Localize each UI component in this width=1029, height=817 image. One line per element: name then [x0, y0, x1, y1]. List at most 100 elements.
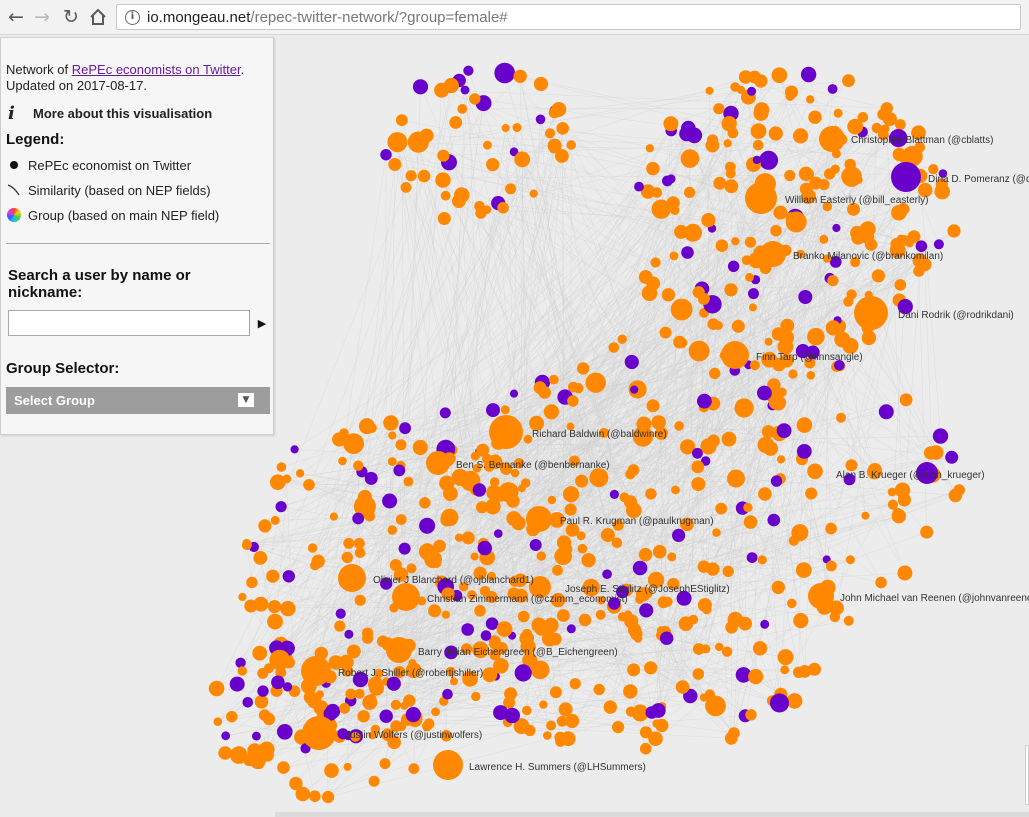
economist-node[interactable]	[935, 178, 948, 191]
economist-hub-node[interactable]	[338, 564, 366, 592]
economist-node[interactable]	[647, 571, 665, 589]
economist-node[interactable]	[254, 694, 269, 709]
economist-node[interactable]	[697, 598, 712, 613]
economist-node[interactable]	[390, 720, 402, 732]
economist-node-female[interactable]	[439, 407, 451, 419]
economist-node[interactable]	[441, 610, 450, 619]
economist-node-female[interactable]	[494, 62, 515, 84]
economist-node[interactable]	[452, 194, 466, 209]
economist-node-female[interactable]	[535, 114, 546, 125]
economist-node[interactable]	[218, 746, 232, 760]
economist-node-female[interactable]	[221, 731, 231, 741]
economist-node[interactable]	[768, 126, 783, 141]
economist-node[interactable]	[891, 509, 906, 524]
search-input[interactable]	[8, 310, 250, 336]
economist-node-female[interactable]	[800, 66, 817, 83]
economist-node[interactable]	[712, 528, 721, 537]
economist-node[interactable]	[343, 537, 355, 549]
economist-node[interactable]	[843, 615, 854, 626]
economist-node[interactable]	[669, 251, 679, 261]
economist-node-female[interactable]	[686, 127, 703, 144]
economist-node[interactable]	[549, 686, 562, 699]
about-link[interactable]: i More about this visualisation	[8, 103, 212, 124]
economist-node-female[interactable]	[645, 706, 659, 719]
economist-node[interactable]	[258, 519, 272, 533]
economist-node[interactable]	[651, 415, 666, 430]
economist-node[interactable]	[485, 500, 497, 512]
economist-node[interactable]	[928, 164, 939, 175]
economist-node[interactable]	[721, 646, 733, 657]
economist-node[interactable]	[713, 103, 725, 115]
economist-node[interactable]	[806, 371, 816, 380]
economist-node[interactable]	[269, 649, 291, 671]
economist-node[interactable]	[641, 587, 653, 599]
economist-node[interactable]	[744, 236, 756, 248]
economist-node[interactable]	[680, 149, 700, 168]
economist-node-female[interactable]	[806, 345, 820, 360]
economist-node-female[interactable]	[344, 629, 354, 639]
economist-node[interactable]	[315, 690, 324, 699]
economist-node[interactable]	[550, 592, 566, 608]
economist-node-female[interactable]	[494, 529, 503, 538]
economist-node[interactable]	[230, 746, 248, 764]
economist-node-female[interactable]	[463, 65, 474, 76]
economist-node[interactable]	[697, 292, 710, 305]
economist-node[interactable]	[655, 718, 669, 733]
economist-node-female[interactable]	[776, 423, 792, 438]
url-text[interactable]: io.mongeau.net/repec-twitter-network/?gr…	[147, 9, 508, 26]
economist-node[interactable]	[511, 515, 526, 531]
economist-node[interactable]	[850, 257, 861, 268]
economist-node[interactable]	[257, 603, 266, 612]
economist-node[interactable]	[311, 554, 325, 568]
economist-node[interactable]	[345, 688, 357, 700]
economist-node[interactable]	[257, 667, 269, 679]
economist-node[interactable]	[625, 706, 637, 717]
economist-node[interactable]	[748, 669, 764, 685]
economist-node[interactable]	[509, 575, 521, 587]
economist-node-female[interactable]	[477, 540, 492, 556]
economist-node[interactable]	[639, 726, 653, 739]
economist-node-female[interactable]	[666, 174, 676, 184]
economist-node[interactable]	[507, 587, 521, 601]
economist-node[interactable]	[897, 203, 910, 216]
economist-node[interactable]	[450, 677, 458, 686]
economist-node-female[interactable]	[529, 539, 542, 551]
economist-node[interactable]	[731, 319, 745, 333]
economist-node[interactable]	[748, 303, 757, 312]
economist-node-female[interactable]	[752, 155, 762, 165]
economist-node[interactable]	[808, 110, 822, 124]
economist-node[interactable]	[887, 487, 897, 497]
economist-hub-node[interactable]	[302, 716, 336, 750]
economist-node[interactable]	[617, 612, 628, 622]
economist-node[interactable]	[246, 576, 258, 589]
economist-hub-node[interactable]	[529, 576, 551, 598]
economist-node[interactable]	[262, 712, 276, 726]
economist-hub-node[interactable]	[891, 162, 921, 192]
economist-node[interactable]	[405, 662, 422, 678]
economist-node-female[interactable]	[290, 445, 299, 454]
economist-node[interactable]	[780, 665, 790, 675]
economist-node-female[interactable]	[364, 471, 378, 485]
economist-node[interactable]	[822, 201, 832, 212]
economist-node-female[interactable]	[757, 385, 772, 401]
economist-node[interactable]	[546, 720, 557, 731]
economist-node[interactable]	[289, 776, 303, 791]
economist-node[interactable]	[449, 116, 463, 129]
economist-node[interactable]	[505, 183, 517, 195]
economist-node[interactable]	[894, 279, 907, 291]
economist-node[interactable]	[518, 612, 528, 621]
economist-node[interactable]	[403, 694, 416, 707]
economist-node[interactable]	[889, 242, 906, 259]
economist-node[interactable]	[674, 421, 684, 431]
economist-node[interactable]	[845, 555, 855, 565]
economist-node-female[interactable]	[915, 240, 928, 252]
economist-node[interactable]	[353, 460, 364, 471]
economist-node[interactable]	[697, 560, 710, 573]
economist-node[interactable]	[338, 456, 347, 466]
economist-node[interactable]	[892, 147, 906, 162]
economist-node-female[interactable]	[335, 608, 346, 619]
economist-node-female[interactable]	[352, 671, 369, 688]
home-icon[interactable]	[86, 5, 110, 29]
economist-node[interactable]	[871, 122, 882, 134]
economist-node[interactable]	[522, 705, 532, 716]
